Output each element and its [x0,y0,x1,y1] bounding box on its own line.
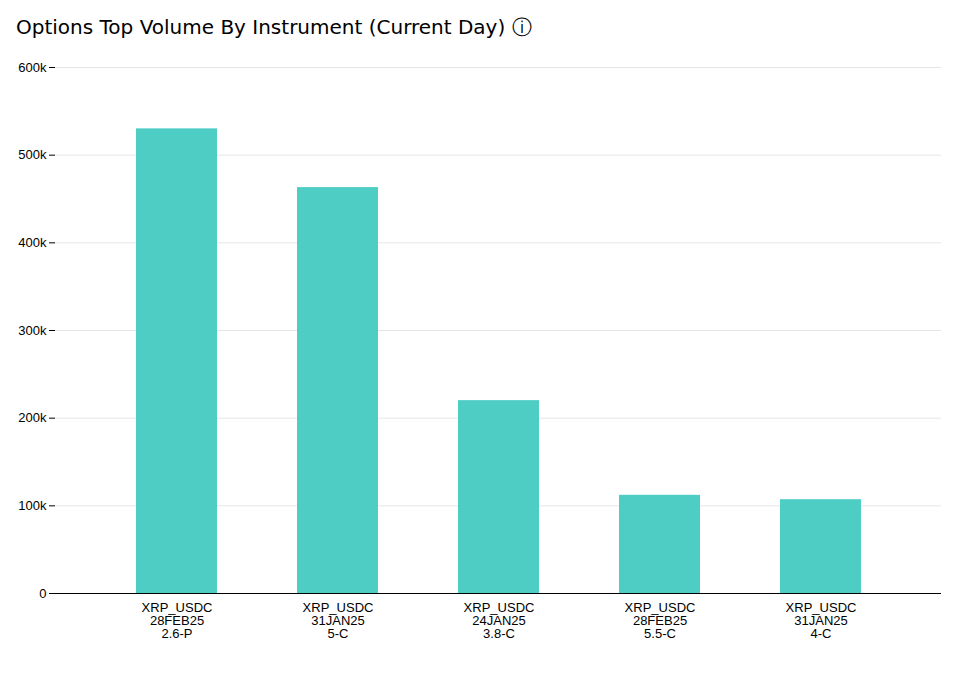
svg-text:XRP_USDC28FEB252.6-P: XRP_USDC28FEB252.6-P [142,600,213,641]
svg-text:XRP_USDC31JAN255-C: XRP_USDC31JAN255-C [303,600,374,641]
html-text:Options Top Volume By Instrume: Options Top Volume By Instrument (Curren… [16,15,532,39]
svg-text:200k: 200k [18,410,47,425]
svg-text:0: 0 [39,586,46,601]
svg-text:500k: 500k [18,147,47,162]
svg-text:400k: 400k [18,235,47,250]
svg-text:XRP_USDC24JAN253.8-C: XRP_USDC24JAN253.8-C [464,600,535,641]
svg-text:XRP_USDC31JAN254-C: XRP_USDC31JAN254-C [786,600,857,641]
svg-text:100k: 100k [18,498,47,513]
svg-text:XRP_USDC28FEB255.5-C: XRP_USDC28FEB255.5-C [625,600,696,641]
svg-text:300k: 300k [18,323,47,338]
svg-text:600k: 600k [18,60,47,75]
